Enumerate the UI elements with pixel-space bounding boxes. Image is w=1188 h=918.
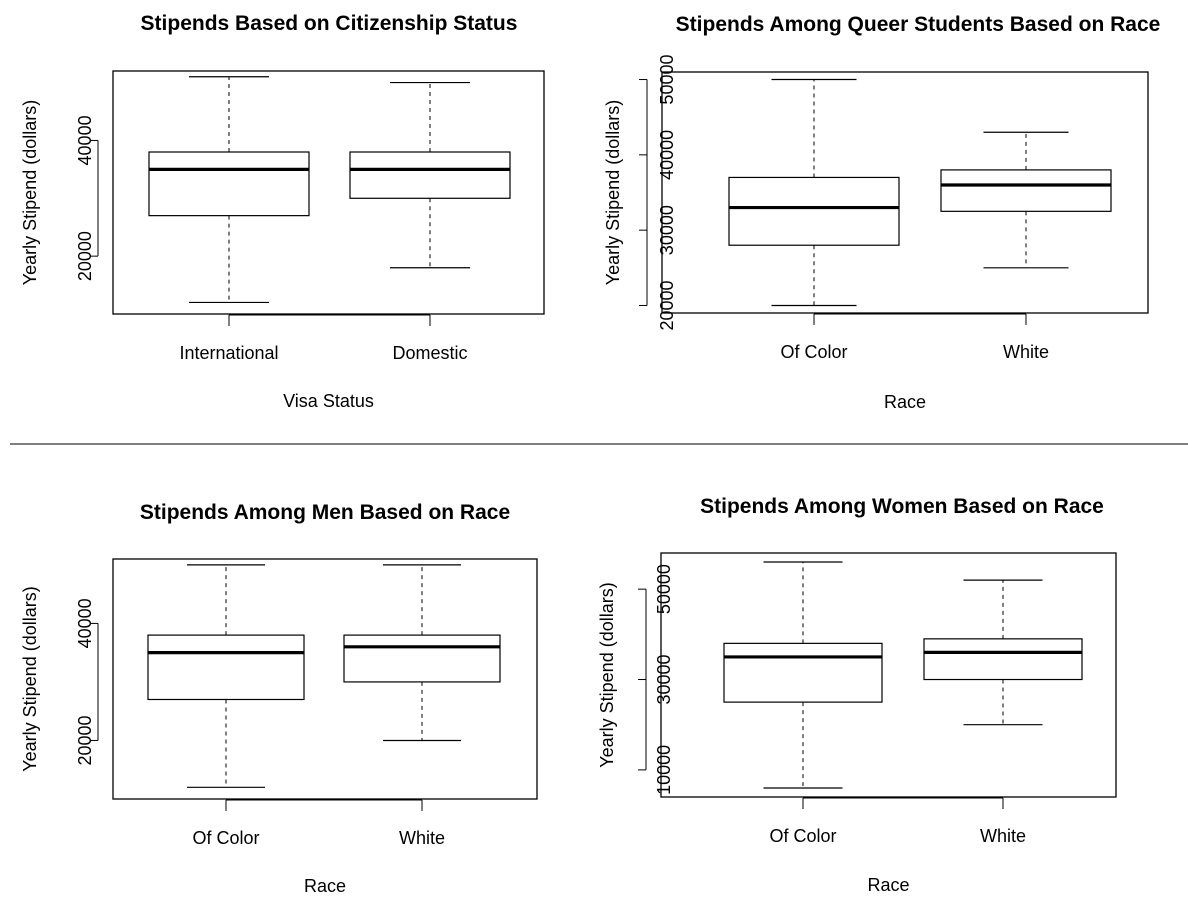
y-tick-label: 10000 [654,745,674,795]
y-axis-label: Yearly Stipend (dollars) [603,100,623,285]
x-axis-label: Visa Status [283,391,374,411]
x-tick-label: White [980,826,1026,846]
x-axis-label: Race [884,392,926,412]
y-axis-label: Yearly Stipend (dollars) [20,586,40,771]
box-iqr [148,151,310,217]
y-tick-label: 50000 [654,564,674,614]
box-iqr [923,638,1083,681]
plot-frame [660,552,1117,798]
box-iqr [343,634,501,683]
plot-frame [112,558,538,800]
box-iqr [349,151,511,199]
box-iqr [728,176,900,246]
x-tick-label: White [1003,342,1049,362]
y-axis-label: Yearly Stipend (dollars) [597,582,617,767]
y-tick-label: 20000 [75,231,95,281]
y-tick-label: 30000 [657,205,677,255]
x-tick-label: Of Color [192,828,259,848]
y-tick-label: 20000 [75,715,95,765]
y-tick-label: 30000 [654,654,674,704]
x-tick-label: International [179,343,278,363]
plot-frame [661,71,1149,314]
plot-frame [112,70,545,315]
x-tick-label: Of Color [780,342,847,362]
chart-title: Stipends Based on Citizenship Status [141,12,518,35]
chart-title: Stipends Among Men Based on Race [140,501,510,524]
x-axis-label: Race [304,876,346,896]
y-tick-label: 20000 [657,280,677,330]
box-iqr [723,642,883,703]
x-tick-label: Of Color [769,826,836,846]
chart-title: Stipends Among Women Based on Race [700,495,1104,518]
box-iqr [940,169,1112,212]
x-axis-label: Race [867,875,909,895]
chart-title: Stipends Among Queer Students Based on R… [676,13,1161,36]
y-tick-label: 40000 [657,130,677,180]
y-tick-label: 40000 [75,598,95,648]
x-tick-label: White [399,828,445,848]
y-tick-label: 50000 [657,55,677,105]
x-tick-label: Domestic [392,343,467,363]
y-axis-label: Yearly Stipend (dollars) [20,100,40,285]
y-tick-label: 40000 [75,115,95,165]
box-iqr [147,634,305,701]
